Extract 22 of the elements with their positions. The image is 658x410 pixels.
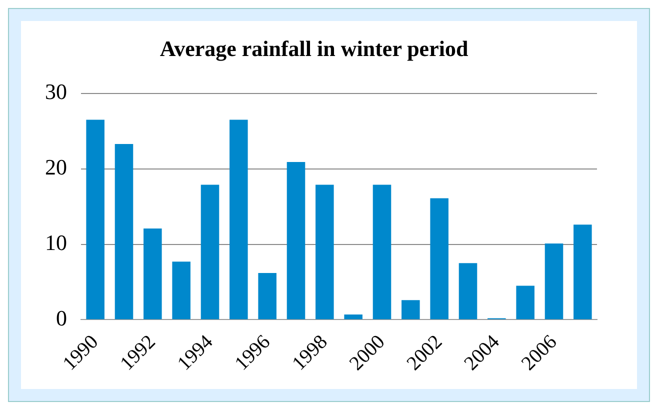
- bar: [430, 198, 448, 320]
- bar: [172, 262, 190, 320]
- y-tick-label: 0: [56, 306, 67, 331]
- bar: [86, 120, 104, 320]
- chart-title: Average rainfall in winter period: [160, 36, 468, 61]
- bar: [286, 162, 306, 320]
- bar: [516, 286, 534, 320]
- bar: [316, 184, 334, 320]
- bar: [200, 184, 220, 320]
- bar: [402, 300, 420, 320]
- y-tick-label: 10: [45, 230, 67, 256]
- y-tick-label: 30: [45, 79, 67, 104]
- bar: [544, 244, 564, 320]
- bar: [258, 272, 276, 320]
- y-tick-label: 20: [45, 154, 67, 180]
- bar: [114, 144, 134, 320]
- bar: [230, 120, 248, 320]
- bar: [458, 263, 478, 320]
- bar: [344, 314, 362, 320]
- bar: [372, 184, 392, 320]
- bar: [574, 224, 592, 320]
- bar: [144, 228, 162, 320]
